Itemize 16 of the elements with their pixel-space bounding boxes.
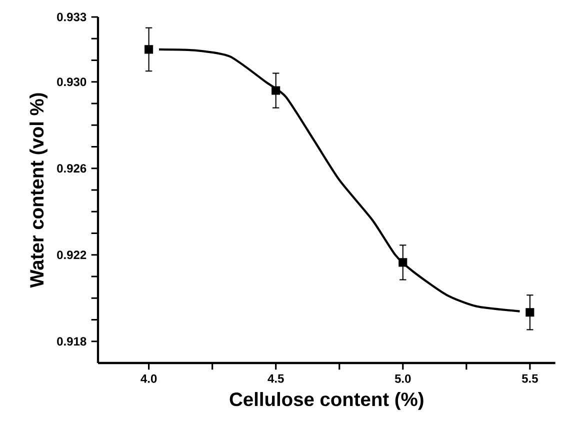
- x-axis-title: Cellulose content (%): [230, 392, 424, 410]
- x-tick-label: 5.5: [522, 374, 538, 383]
- line-series: [158, 48, 521, 312]
- point: [526, 308, 534, 317]
- y-tick-label: 0.918: [57, 337, 86, 346]
- y-tick-label: 0.933: [57, 12, 86, 22]
- x-tick-label: 4.5: [268, 374, 284, 383]
- y-tick-label: 0.926: [57, 164, 86, 173]
- y-tick-label: 0.930: [57, 78, 86, 86]
- y-axis-title: Water content (vol %): [30, 93, 48, 288]
- point: [398, 258, 408, 267]
- x-tick-label: 5.0: [394, 374, 411, 383]
- y-tick-label: 0.922: [57, 250, 86, 260]
- point: [144, 45, 154, 54]
- x-tick-label: 4.0: [140, 374, 157, 383]
- point: [272, 86, 280, 95]
